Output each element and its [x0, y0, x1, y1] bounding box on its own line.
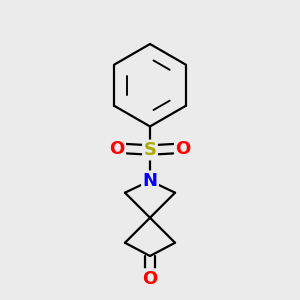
- Text: N: N: [142, 172, 158, 190]
- Text: S: S: [143, 141, 157, 159]
- Text: O: O: [142, 270, 158, 288]
- Text: O: O: [110, 140, 124, 158]
- Text: O: O: [176, 140, 190, 158]
